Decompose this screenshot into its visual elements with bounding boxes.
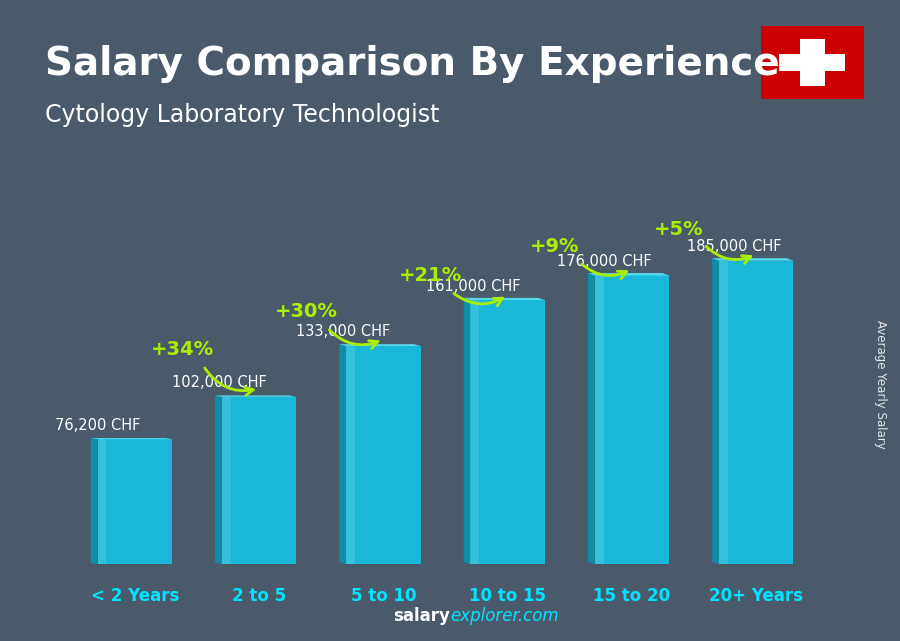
Bar: [97, 439, 106, 564]
Polygon shape: [339, 344, 346, 564]
Bar: [595, 276, 604, 564]
Polygon shape: [91, 438, 172, 439]
Bar: [471, 300, 480, 564]
Text: 20+ Years: 20+ Years: [709, 587, 803, 605]
Bar: [221, 397, 230, 564]
Text: 15 to 20: 15 to 20: [593, 587, 670, 605]
Bar: [595, 276, 670, 564]
Text: salary: salary: [393, 607, 450, 625]
Bar: [346, 346, 355, 564]
Polygon shape: [588, 273, 595, 564]
Text: +21%: +21%: [399, 266, 463, 285]
Bar: [471, 300, 544, 564]
Bar: [800, 39, 824, 86]
Text: 102,000 CHF: 102,000 CHF: [172, 375, 266, 390]
Polygon shape: [215, 395, 296, 397]
Text: 176,000 CHF: 176,000 CHF: [557, 254, 652, 269]
Polygon shape: [339, 344, 420, 346]
Text: 2 to 5: 2 to 5: [232, 587, 286, 605]
Polygon shape: [588, 273, 670, 276]
Polygon shape: [712, 258, 719, 564]
Bar: [97, 439, 172, 564]
Bar: [221, 397, 296, 564]
Text: Cytology Laboratory Technologist: Cytology Laboratory Technologist: [45, 103, 439, 126]
Bar: [719, 261, 728, 564]
Polygon shape: [91, 438, 97, 564]
Text: explorer.com: explorer.com: [450, 607, 559, 625]
Text: < 2 Years: < 2 Years: [91, 587, 179, 605]
Text: 133,000 CHF: 133,000 CHF: [296, 324, 391, 340]
Text: 161,000 CHF: 161,000 CHF: [426, 279, 520, 294]
Bar: [346, 346, 420, 564]
Bar: [719, 261, 794, 564]
Text: +5%: +5%: [654, 221, 704, 239]
Polygon shape: [215, 395, 221, 564]
Bar: [779, 54, 845, 71]
Polygon shape: [464, 298, 471, 564]
Text: 10 to 15: 10 to 15: [469, 587, 546, 605]
Text: +9%: +9%: [530, 237, 580, 256]
Text: Salary Comparison By Experience: Salary Comparison By Experience: [45, 45, 779, 83]
Text: 5 to 10: 5 to 10: [351, 587, 416, 605]
Text: 76,200 CHF: 76,200 CHF: [55, 418, 140, 433]
Text: 185,000 CHF: 185,000 CHF: [687, 239, 781, 254]
Text: +34%: +34%: [150, 340, 213, 359]
Text: Average Yearly Salary: Average Yearly Salary: [874, 320, 886, 449]
Polygon shape: [464, 298, 544, 300]
Polygon shape: [712, 258, 794, 261]
Text: +30%: +30%: [274, 303, 338, 321]
